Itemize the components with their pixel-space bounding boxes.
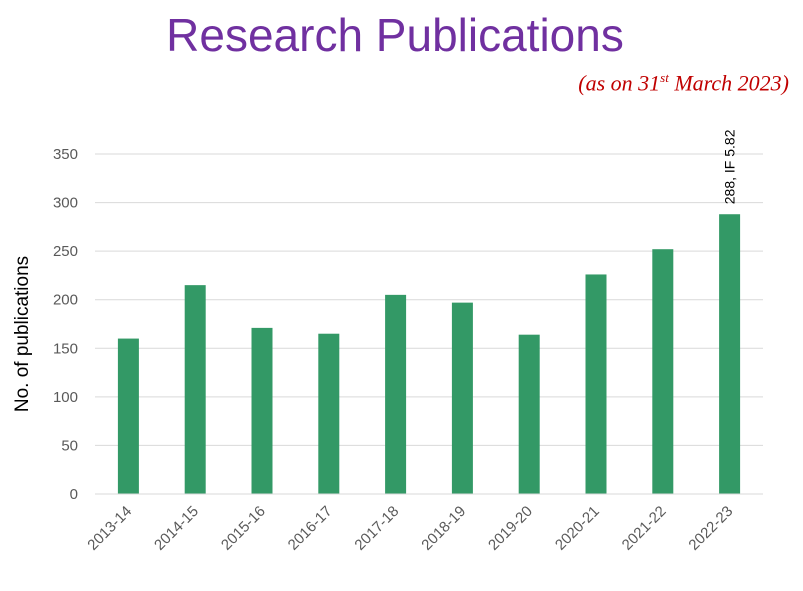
x-axis-ticks: 2013-14 2014-15 2015-16 2016-17 2017-18 2018-… — [84, 503, 736, 554]
y-tick-label: 300 — [53, 195, 78, 212]
y-tick-label: 350 — [53, 146, 78, 163]
y-tick-label: 50 — [61, 437, 78, 454]
y-tick-label: 100 — [53, 389, 78, 406]
chart-subtitle: (as on 31st March 2023) — [578, 70, 789, 96]
bar-2014-15 — [184, 285, 206, 494]
x-tick-label: 2018-19 — [418, 503, 469, 554]
bar-2013-14 — [117, 338, 139, 494]
subtitle-superscript: st — [660, 70, 669, 85]
chart-title: Research Publications — [166, 9, 624, 61]
x-tick-label: 2021-22 — [619, 503, 670, 554]
y-tick-label: 200 — [53, 292, 78, 309]
bar-2020-21 — [585, 274, 607, 494]
x-tick-label: 2022-23 — [685, 503, 736, 554]
x-tick-label: 2015-16 — [218, 503, 269, 554]
subtitle-prefix: (as on 31 — [578, 70, 661, 96]
bar-2016-17 — [318, 333, 340, 494]
bars — [117, 214, 741, 494]
x-tick-label: 2013-14 — [84, 503, 135, 554]
y-axis-ticks: 0 50 100 150 200 250 300 350 — [53, 146, 78, 503]
x-tick-label: 2019-20 — [485, 503, 536, 554]
x-tick-label: 2020-21 — [552, 503, 603, 554]
bar-2018-19 — [451, 302, 473, 494]
y-axis-label: No. of publications — [12, 256, 33, 412]
annotations: 288, IF 5.82 — [722, 129, 738, 204]
y-tick-label: 0 — [70, 486, 78, 503]
data-label: 288, IF 5.82 — [722, 129, 738, 204]
x-tick-label: 2016-17 — [285, 503, 336, 554]
y-tick-label: 250 — [53, 243, 78, 260]
gridlines — [95, 153, 763, 446]
bar-2015-16 — [251, 327, 273, 494]
x-tick-label: 2014-15 — [151, 503, 202, 554]
bar-2019-20 — [518, 334, 540, 494]
x-tick-label: 2017-18 — [351, 503, 402, 554]
bar-2022-23 — [719, 214, 741, 494]
bar-2017-18 — [385, 294, 407, 494]
y-tick-label: 150 — [53, 340, 78, 357]
subtitle-suffix: March 2023) — [668, 70, 789, 96]
bar-2021-22 — [652, 249, 674, 494]
